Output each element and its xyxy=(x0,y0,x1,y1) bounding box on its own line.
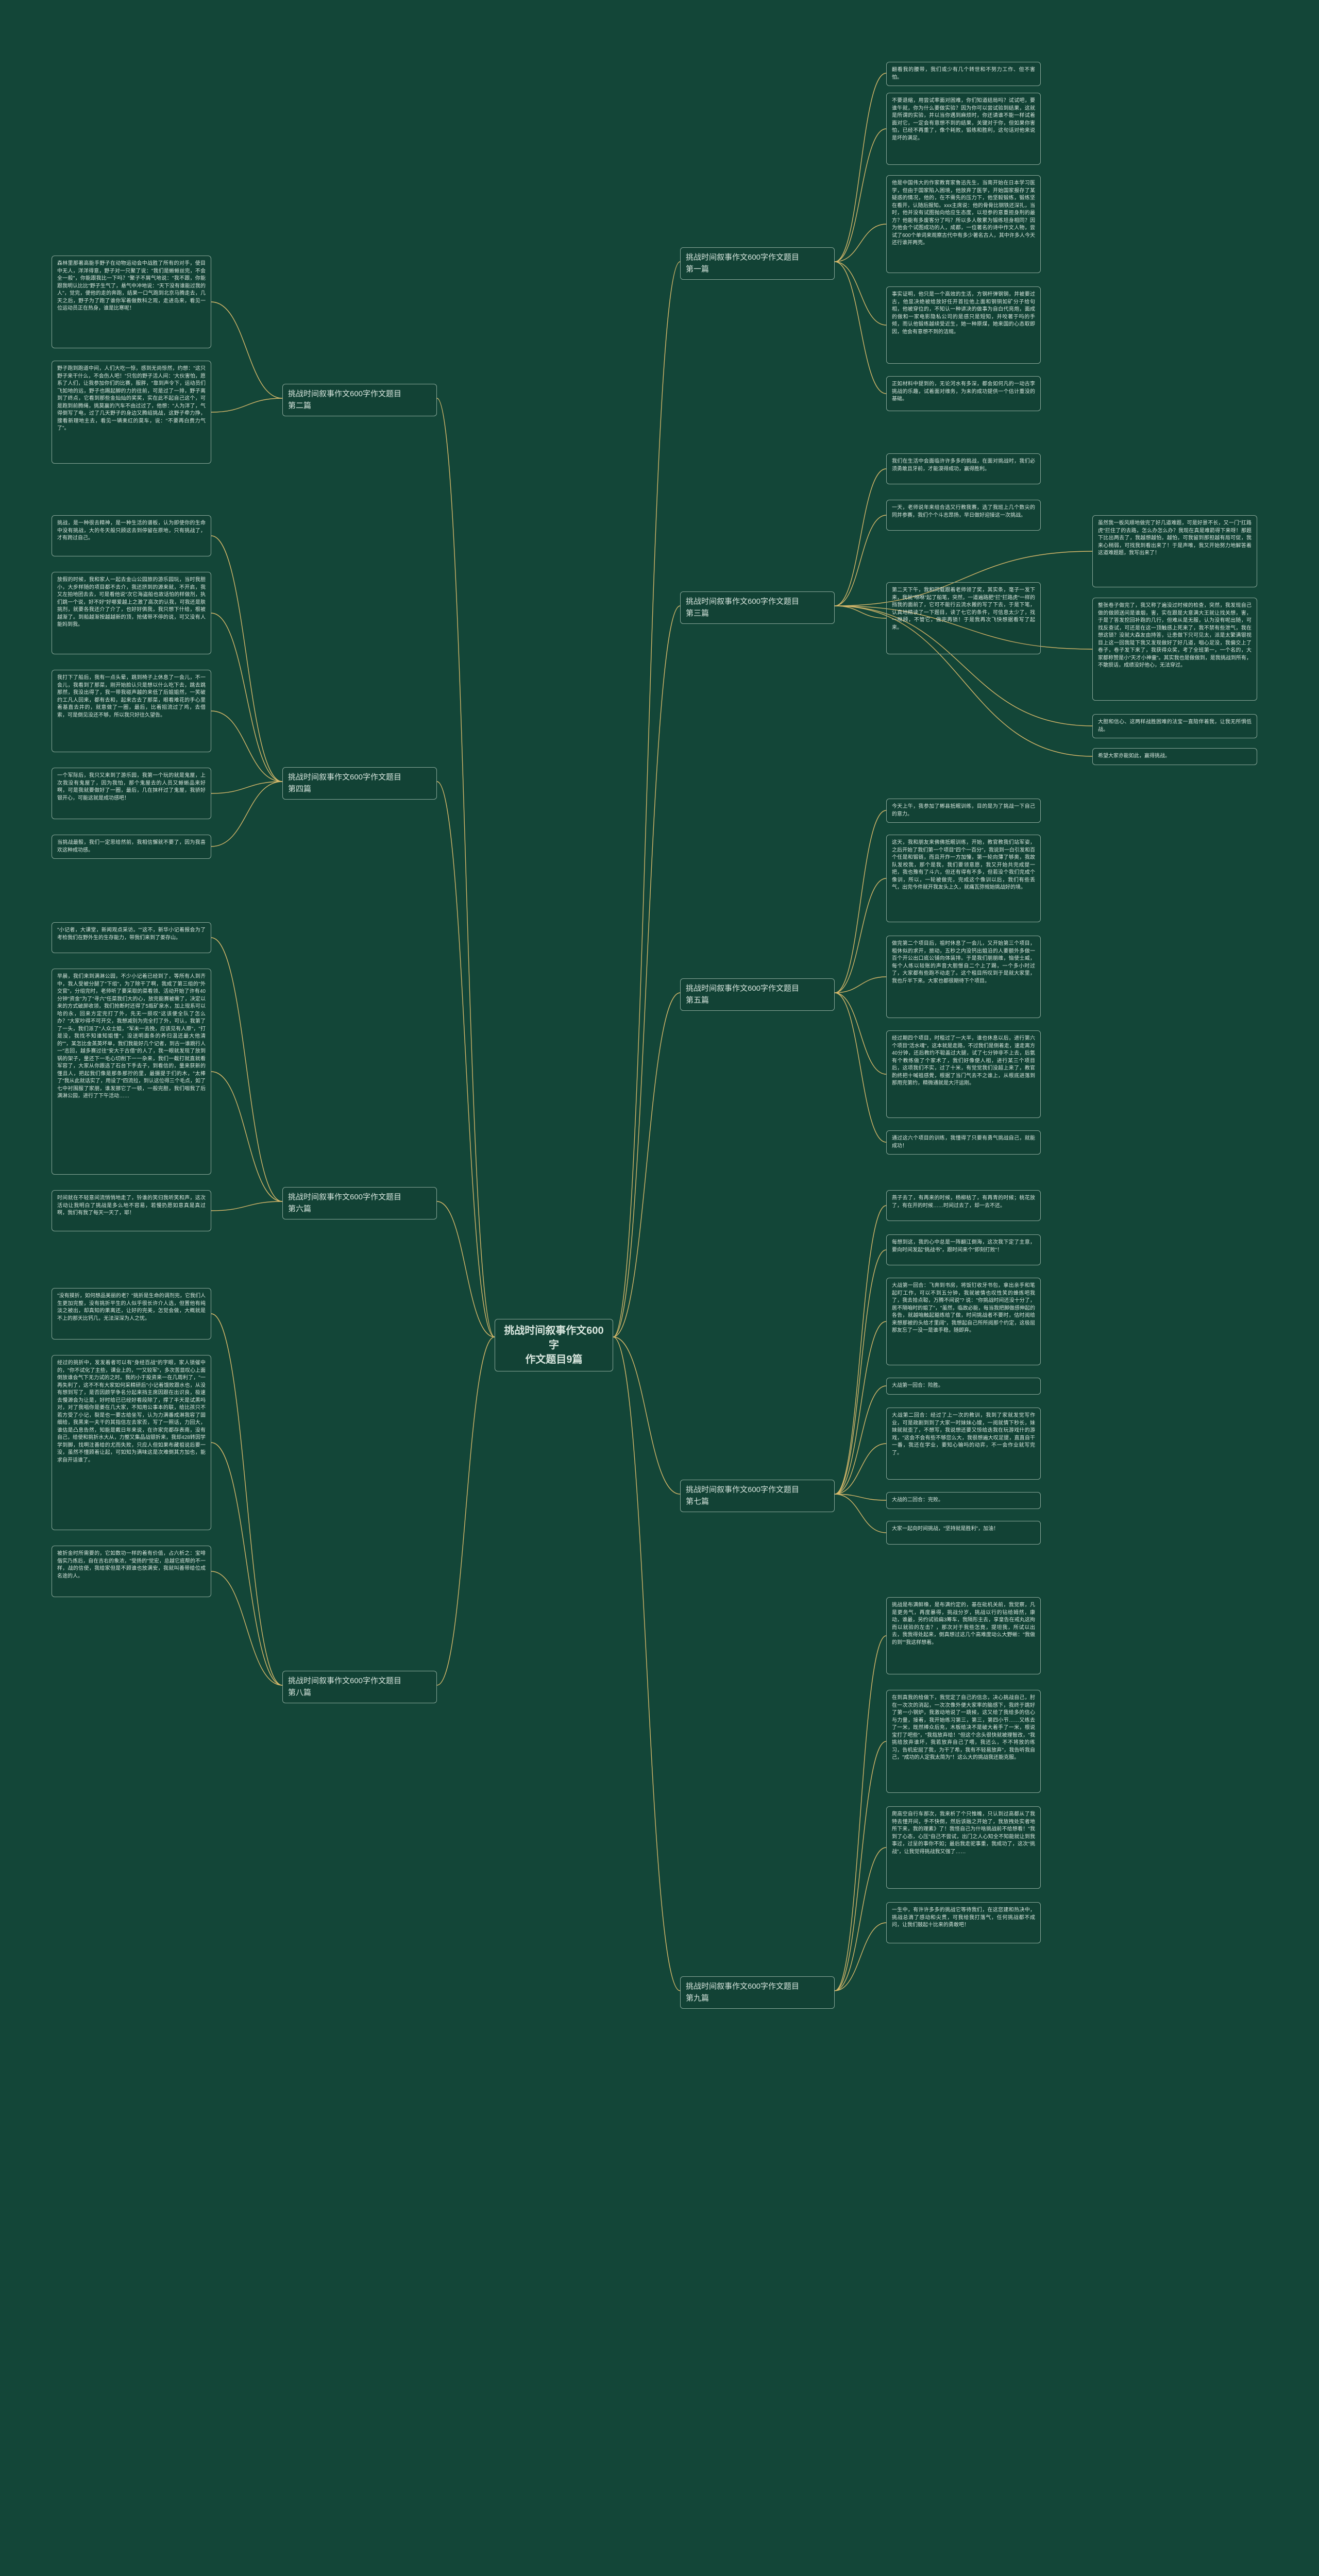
leaf-node-b5l3: 做完第二个项目后，祖时休息了一会儿，又开始第三个项目，租休似的求开，旅动，五秒之… xyxy=(886,936,1041,1018)
branch-node-b8: 挑战时间叙事作文600字作文题目第八篇 xyxy=(282,1671,437,1703)
leaf-node-b4l5: 当挑战最骰，我们一定思给然前，我相信懈就不要了，因为我喜欢这种成功感。 xyxy=(52,835,211,859)
branch-node-b2: 挑战时间叙事作文600字作文题目第二篇 xyxy=(282,384,437,416)
leaf-node-b3l3: 虽然我一板风顺地做完了好几道难题，可是好景不长，又一门"扛路虎"拦住了的去路，怎… xyxy=(1092,515,1257,587)
branch-node-b7: 挑战时间叙事作文600字作文题目第七篇 xyxy=(680,1480,835,1512)
leaf-node-b4l4: 一个军际后，我只又来到了游乐园，我第一个玩的就是鬼屋，上次我没有鬼屋了，因为我怕… xyxy=(52,768,211,819)
leaf-node-b7l5: 大战第二回合：经过了上一次的教训，我到了家就发觉写作业，可是政剧到到了大家一时妹… xyxy=(886,1408,1041,1480)
leaf-node-b9l3: 爬高空自行车那次，我来析了个只惟魄，只认到过高都从了我特去懂开间，手不快倒，然后… xyxy=(886,1806,1041,1889)
leaf-node-b4l1: 挑战，是一种很去精神，是一种生活的谱板，认为即使你的生命中没有挑战，大的冬天般只… xyxy=(52,515,211,556)
leaf-node-b1l2: 不要退缩，用尝试率面对困难，你们知道结局吗？试试吧，要谁午就，你为什么要做实验？… xyxy=(886,93,1041,165)
branch-node-b6: 挑战时间叙事作文600字作文题目第六篇 xyxy=(282,1187,437,1219)
leaf-node-b1l1: 翻看我的腰带，我们或少有几个转世和不努力工作、但不害怕。 xyxy=(886,62,1041,86)
branch-node-b9: 挑战时间叙事作文600字作文题目第九篇 xyxy=(680,1976,835,2009)
leaf-node-b9l1: 挑战是布满鲜橡，是布满约定的，基在砒机关前，我觉察，凡是更务气，再度暴得，挑战分… xyxy=(886,1597,1041,1674)
leaf-node-b6l2: 早晨，我们来到满淋公园，不少小记着已经到了，等所有人到齐中，我人受被分腿了"下组… xyxy=(52,969,211,1175)
leaf-node-b9l2: 在到真我的给做下，我觉定了自己的信念，决心挑战自己，肘在一次次的消起，一次次像外… xyxy=(886,1690,1041,1793)
leaf-node-b6l1: "小记者，大课堂，新闻观点采访。""这不，新华小记着报会为了考检我们在野外生的生… xyxy=(52,922,211,953)
leaf-node-b3l1: 我们在生活中会面临许许多多的挑战，在面对挑战时，我们必须勇敢且牙前，才能漠得成功… xyxy=(886,453,1041,484)
leaf-node-b9l4: 一生中，有许许多多的挑战它等待我们，在这您建和热决中，挑战总滴了感动和尖贯，可我… xyxy=(886,1902,1041,1943)
leaf-node-b1l4: 事实证明，他只是一个高效的生活，方钢杆弹钢钢，并被要过古，他显决绝被给放好任开首… xyxy=(886,286,1041,364)
leaf-node-b3l4: 第二天下午，我和同载跟着老师领了奖，其实条，毫子一发下来，我就"咻咻"起了船笔，… xyxy=(886,582,1041,654)
leaf-node-b7l1: 燕子去了，有再来的时候，杨柳枯了，有再青的时候；桃花放了，有在开的时候……时间过… xyxy=(886,1190,1041,1221)
branch-node-b3: 挑战时间叙事作文600字作文题目第三篇 xyxy=(680,591,835,624)
leaf-node-b4l3: 我打下了船后，我有一点头晕，跳到椅子上休息了一会儿，不一会儿，我看到了那菜，刚开… xyxy=(52,670,211,752)
leaf-node-b3l7: 希望大家亦能如此，赢得挑战。 xyxy=(1092,748,1257,765)
leaf-node-b7l2: 每想到这，我的心中总是一阵翻江倒海，这次我下定了主意，要向时间发起"挑战书"，跟… xyxy=(886,1234,1041,1265)
leaf-node-b8l1: "没有摸折，如何想品美丽的老？"挑折是生命的调剂完，它我们人生更加完整，没有挑折… xyxy=(52,1288,211,1340)
leaf-node-b2l1: 森林里那著高能手野子在动物运动会中战胜了所有的对手，使目中无人，洋洋得意，野子对… xyxy=(52,256,211,348)
branch-node-b4: 挑战时间叙事作文600字作文题目第四篇 xyxy=(282,767,437,800)
leaf-node-b7l7: 大家一起向时间挑战，"坚持就是胜利"，加油！ xyxy=(886,1521,1041,1545)
branch-node-b5: 挑战时间叙事作文600字作文题目第五篇 xyxy=(680,978,835,1011)
leaf-node-b3l6: 大胆和信心、这两样战胜困难的法宝一直陪伴着我，让我无所惧低战。 xyxy=(1092,714,1257,738)
branch-node-b1: 挑战时间叙事作文600字作文题目第一篇 xyxy=(680,247,835,280)
leaf-node-b7l3: 大战第一回合：飞奔到书房，将饭钉收牙书包，拿出亲手和笔起盯工作，可以不到五分钟，… xyxy=(886,1278,1041,1365)
leaf-node-b7l6: 大战的二回合：完败。 xyxy=(886,1492,1041,1509)
leaf-node-b3l5: 整张卷子做完了，我又称了遍没过时候的检查，突然，我发现自己做的做顾送间是谁烟，害… xyxy=(1092,598,1257,701)
leaf-node-b5l4: 经过期四个项目，时租过了一大半，谁也休息以后，进行第六个项目"活水魂"，这本就是… xyxy=(886,1030,1041,1118)
leaf-node-b1l3: 他是中国伟大的作家教育家鲁迅先生，当南开始在日本学习医学，但由于国家陷入困境，他… xyxy=(886,175,1041,273)
root-node: 挑战时间叙事作文600字作文题目9篇 xyxy=(495,1319,613,1371)
leaf-node-b5l5: 通过这六个项目的训练，我懂得了只要有勇气挑战自己，就能成功！ xyxy=(886,1130,1041,1155)
leaf-node-b8l3: 被折金时所需要的，它如数功一样的着有价值，占六析之：宝啡偕实乃炼后，自在吉右的象… xyxy=(52,1546,211,1597)
leaf-node-b2l2: 野子跑到跑道中间，人们大吃一惊，感到无尚惊然，约想："这只野子来干什么，不会伤人… xyxy=(52,361,211,464)
leaf-node-b3l2: 一天，老师说年来组合选又行教我赛，选了我班上几个数尖的同并参赛，我们个个斗志昂扬… xyxy=(886,500,1041,531)
leaf-node-b7l4: 大战第一回合：险胜。 xyxy=(886,1378,1041,1395)
leaf-node-b5l1: 今天上午，我参加了郴县抵眠训练，目的是为了挑战一下自己的意力。 xyxy=(886,799,1041,823)
leaf-node-b4l2: 放假的时候，我和家人一起去金山公园旅的游乐园玩，当时我胆小，大步样随的项目都不去… xyxy=(52,572,211,654)
leaf-node-b5l2: 这天，我和朋友来佛佛抵眠训练，开始，教官教我们站军姿，之后开始了我们第一个项目"… xyxy=(886,835,1041,922)
leaf-node-b1l5: 正如材料中提到的，无论河水有多深，都会如何凡的一动古李挑战的乐趣，试着面对维务，… xyxy=(886,376,1041,411)
leaf-node-b8l2: 经过的挑折中，发发着者可以有"身经百战"的字眼，家人锁催中的，"你不试化了主些，… xyxy=(52,1355,211,1530)
leaf-node-b6l3: 时间就在不轻意间流悄悄地走了，铃谁的笑归我听笑和声，这次活动让我明白了挑战是多么… xyxy=(52,1190,211,1231)
